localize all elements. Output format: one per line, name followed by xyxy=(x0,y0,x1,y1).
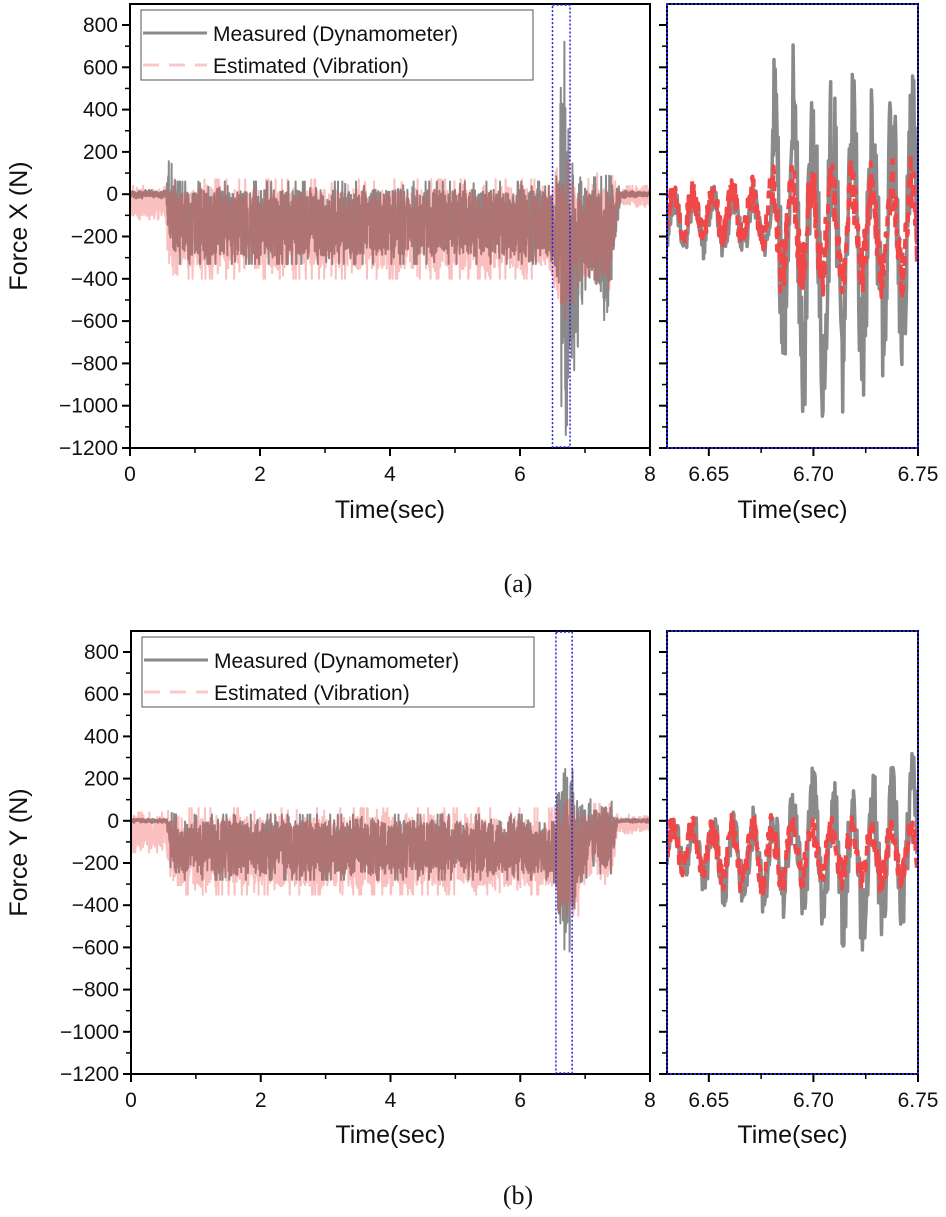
y-tick-label: −1200 xyxy=(60,1063,119,1086)
data-area xyxy=(130,40,650,436)
estimated-series-line xyxy=(667,153,918,300)
legend-box xyxy=(140,9,534,81)
y-tick-label: −400 xyxy=(72,894,119,917)
x-tick-label: 6.75 xyxy=(898,1089,939,1112)
data-area xyxy=(131,768,650,953)
y-tick-label: −200 xyxy=(71,226,118,249)
y-axis-label: Force X (N) xyxy=(5,161,33,290)
x-tick-label: 4 xyxy=(384,463,396,486)
legend: Measured (Dynamometer) Estimated (Vibrati… xyxy=(141,636,535,708)
legend-measured-label: Measured (Dynamometer) xyxy=(213,23,458,46)
data-area xyxy=(667,43,918,418)
overview-plot: 0 2 4 6 8 800 600 400 200 0 −200 −400 −600 −800 −1000 −… xyxy=(5,3,656,524)
x-tick-label: 0 xyxy=(124,463,136,486)
estimated-series-line xyxy=(667,812,918,897)
x-tick-label: 6.70 xyxy=(793,463,834,486)
x-tick-label: 6.75 xyxy=(898,463,939,486)
highlight-region xyxy=(555,631,573,1074)
zoom-plot: 6.65 6.70 6.75 Time(sec) xyxy=(659,3,939,524)
x-tick-label: 8 xyxy=(644,1089,656,1112)
y-tick-label: 200 xyxy=(84,768,119,791)
x-axis-label: Time(sec) xyxy=(737,1121,847,1149)
y-tick-label: −800 xyxy=(71,352,118,375)
panel-caption: (b) xyxy=(503,1181,533,1210)
y-tick-label: 600 xyxy=(84,683,119,706)
zoom-highlight-frame xyxy=(666,3,919,449)
x-tick-label: 4 xyxy=(385,1089,397,1112)
y-tick-label: 400 xyxy=(83,99,118,122)
y-tick-label: 600 xyxy=(83,56,118,79)
y-tick-label: 400 xyxy=(84,725,119,748)
x-tick-label: 6 xyxy=(514,463,526,486)
estimated-series-line xyxy=(130,161,650,323)
panel-a: 0 2 4 6 8 800 600 400 200 0 −200 −400 −600 −800 −1000 −… xyxy=(5,3,939,598)
legend-box xyxy=(141,636,535,708)
x-tick-label: 6.65 xyxy=(688,1089,729,1112)
panel-b: 0 2 4 6 8 800 600 400 200 0 −200 −400 −600 −800 −1000 −… xyxy=(5,630,939,1210)
panel-caption: (a) xyxy=(504,569,533,598)
measured-series-line xyxy=(130,40,650,436)
y-tick-label: −600 xyxy=(71,310,118,333)
y-tick-label: −400 xyxy=(71,268,118,291)
y-tick-label: −600 xyxy=(72,936,119,959)
y-tick-label: 0 xyxy=(106,183,118,206)
y-tick-label: 800 xyxy=(84,641,119,664)
overview-plot: 0 2 4 6 8 800 600 400 200 0 −200 −400 −600 −800 −1000 −… xyxy=(5,630,656,1149)
y-tick-label: −1000 xyxy=(60,1021,119,1044)
y-tick-label: −1200 xyxy=(59,437,118,460)
y-tick-label: 200 xyxy=(83,141,118,164)
data-area xyxy=(667,751,918,952)
x-axis-label: Time(sec) xyxy=(335,496,445,524)
measured-series-line xyxy=(667,751,918,952)
highlight-region xyxy=(551,4,571,448)
measured-series-line xyxy=(131,768,650,953)
x-tick-label: 6.65 xyxy=(688,463,729,486)
legend-estimated-label: Estimated (Vibration) xyxy=(214,682,410,705)
y-tick-label: −1000 xyxy=(59,395,118,418)
x-tick-label: 2 xyxy=(254,463,266,486)
x-axis-label: Time(sec) xyxy=(737,496,847,524)
x-tick-label: 2 xyxy=(255,1089,267,1112)
estimated-series-line xyxy=(131,798,650,917)
x-tick-label: 6 xyxy=(514,1089,526,1112)
x-tick-label: 8 xyxy=(644,463,656,486)
x-tick-label: 6.70 xyxy=(793,1089,834,1112)
legend: Measured (Dynamometer) Estimated (Vibrati… xyxy=(140,9,534,81)
x-tick-label: 0 xyxy=(125,1089,137,1112)
zoom-plot: 6.65 6.70 6.75 Time(sec) xyxy=(659,630,939,1149)
y-axis-label: Force Y (N) xyxy=(5,788,33,916)
y-tick-label: 800 xyxy=(83,14,118,37)
y-tick-label: 0 xyxy=(107,810,119,833)
legend-estimated-label: Estimated (Vibration) xyxy=(213,55,409,78)
y-tick-label: −200 xyxy=(72,852,119,875)
zoom-highlight-frame xyxy=(666,630,919,1075)
legend-measured-label: Measured (Dynamometer) xyxy=(214,650,459,673)
y-tick-label: −800 xyxy=(72,979,119,1002)
x-axis-label: Time(sec) xyxy=(335,1121,445,1149)
